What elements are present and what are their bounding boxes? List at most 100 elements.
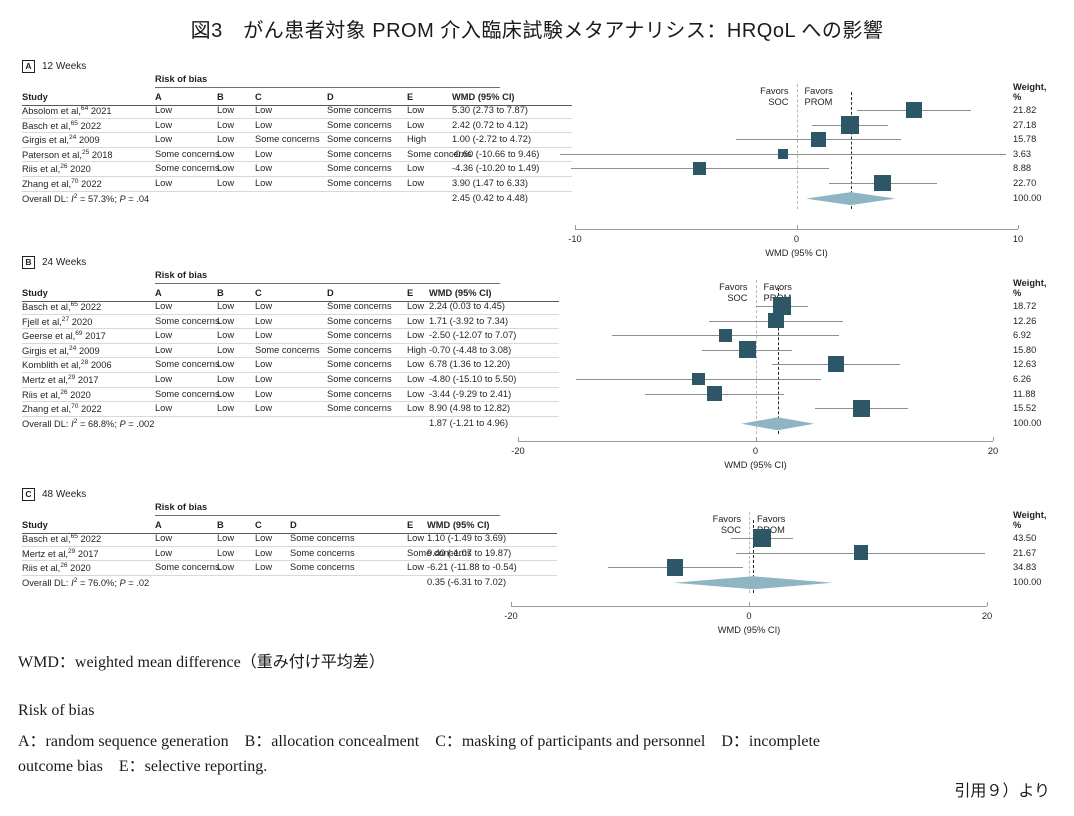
table-cell-weight: 22.70 (1013, 178, 1037, 188)
table-cell-weight: 6.26 (1013, 374, 1032, 384)
table-cell-rob-b: Low (217, 330, 235, 341)
pooled-estimate-line (850, 92, 852, 209)
column-header-rob-e: E (407, 92, 414, 102)
table-cell-rob-d: Some concerns (327, 163, 392, 174)
table-cell-rob-c: Low (255, 403, 273, 414)
table-cell-study: Basch et al,65 2022 (22, 301, 102, 313)
effect-marker (692, 372, 705, 386)
x-axis-tick (987, 602, 988, 606)
table-cell-rob-c: Low (255, 533, 273, 543)
table-row-separator (22, 560, 557, 562)
zero-reference-line (749, 512, 751, 593)
column-header-rob-b: B (217, 288, 224, 298)
citation-ref: 25 (81, 148, 90, 156)
table-cell-rob-d: Some concerns (327, 344, 392, 355)
table-cell-study: Komblith et al,28 2006 (22, 359, 112, 371)
table-cell-rob-c: Some concerns (255, 344, 320, 355)
effect-marker (773, 297, 792, 315)
table-cell-rob-e: Some concerns (407, 148, 472, 159)
effect-marker (852, 399, 870, 417)
x-axis-tick-label: 0 (746, 611, 752, 621)
table-cell-rob-e: Low (407, 301, 425, 311)
table-cell-rob-e: Low (407, 178, 425, 188)
effect-marker (738, 341, 756, 359)
table-cell-rob-a: Some concerns (155, 148, 220, 159)
table-cell-study: Geerse et al,69 2017 (22, 330, 106, 342)
table-row-separator (22, 386, 559, 388)
table-cell-wmd: 1.10 (-1.49 to 3.69) (427, 533, 507, 543)
citation-ref: 24 (69, 344, 77, 352)
column-header-rob-d: D (290, 520, 297, 530)
x-axis-tick (518, 437, 519, 441)
pooled-effect-diamond (741, 417, 815, 431)
effect-marker (853, 545, 869, 560)
x-axis-title: WMD (95% CI) (717, 625, 781, 635)
table-cell-rob-c: Low (255, 315, 273, 326)
effect-marker (719, 328, 733, 342)
effect-marker (811, 131, 827, 147)
citation-ref: 26 (60, 388, 68, 396)
citation-ref: 65 (70, 301, 78, 308)
favors-soc-line2: SOC (720, 525, 741, 535)
table-cell-rob-e: Low (407, 105, 425, 115)
column-header-wmd: WMD (95% CI) (427, 520, 490, 530)
column-header-wmd: WMD (95% CI) (429, 288, 492, 298)
table-cell-rob-e: Some concerns (407, 547, 472, 558)
table-cell-wmd: -0.70 (-4.48 to 3.08) (429, 344, 512, 355)
effect-marker (767, 312, 784, 329)
table-cell-rob-e: Low (407, 562, 425, 573)
table-cell-rob-d: Some concerns (290, 533, 355, 543)
table-cell-weight: 15.78 (1013, 134, 1037, 145)
table-cell-weight: 18.72 (1013, 301, 1037, 311)
table-cell-rob-a: Some concerns (155, 388, 220, 399)
table-cell-study: Basch et al,65 2022 (22, 533, 102, 545)
panel-weeks-label: 24 Weeks (42, 257, 87, 268)
table-cell-wmd: 8.90 (4.98 to 12.82) (429, 403, 511, 414)
table-cell-rob-a: Low (155, 344, 173, 355)
table-cell-rob-b: Low (217, 359, 235, 370)
table-cell-wmd: -0.60 (-10.66 to 9.46) (452, 148, 540, 159)
footnote-rob-line1: A：random sequence generation B：allocatio… (18, 733, 820, 750)
column-header-rob-a: A (155, 288, 162, 298)
effect-marker (874, 174, 892, 192)
footnote-rob-title: Risk of bias (18, 702, 95, 719)
table-cell-wmd: 2.24 (0.03 to 4.45) (429, 301, 505, 311)
table-cell-rob-c: Low (255, 330, 273, 341)
table-cell-rob-a: Low (155, 403, 173, 414)
table-cell-rob-e: Low (407, 403, 425, 414)
table-cell-rob-a: Low (155, 547, 173, 558)
x-axis-tick (1018, 225, 1019, 229)
table-cell-wmd: -4.36 (-10.20 to 1.49) (452, 163, 540, 174)
table-cell-overall-label: Overall DL: I2 = 57.3%; P = .04 (22, 192, 150, 204)
table-cell-rob-d: Some concerns (327, 359, 392, 370)
weight-column-header: Weight,% (1013, 278, 1047, 298)
table-cell-rob-a: Low (155, 330, 173, 341)
table-cell-rob-d: Some concerns (327, 301, 392, 311)
column-header-rob-d: D (327, 288, 334, 298)
column-header-rob-c: C (255, 288, 262, 298)
table-cell-rob-c: Low (255, 359, 273, 370)
table-cell-study: Mertz et al,29 2017 (22, 547, 99, 559)
table-cell-study: Basch et al,65 2022 (22, 119, 102, 131)
panel-header-c: C 48 Weeks (22, 488, 86, 501)
x-axis-tick (749, 602, 750, 606)
table-cell-study: Riis et al,26 2020 (22, 163, 91, 175)
footnote-wmd: WMD：weighted mean difference（重み付け平均差） (18, 654, 385, 671)
table-cell-rob-e: Low (407, 315, 425, 326)
table-cell-weight: 43.50 (1013, 533, 1037, 543)
risk-of-bias-rule (155, 87, 500, 88)
column-header-study: Study (22, 288, 48, 298)
table-cell-study: Girgis et al,24 2009 (22, 134, 100, 146)
panel-letter-c: C (22, 488, 35, 501)
column-header-study: Study (22, 92, 48, 102)
effect-marker (828, 356, 844, 373)
table-cell-wmd: -2.50 (-12.07 to 7.07) (429, 330, 517, 341)
effect-marker (693, 161, 707, 175)
table-cell-rob-b: Low (217, 119, 235, 130)
table-cell-weight: 11.88 (1013, 388, 1036, 399)
table-cell-rob-e: Low (407, 533, 425, 543)
table-cell-rob-c: Low (255, 163, 273, 174)
favors-prom-line2: PROM (804, 97, 833, 107)
x-axis-tick (511, 602, 512, 606)
x-axis-tick-label: -20 (511, 446, 525, 456)
